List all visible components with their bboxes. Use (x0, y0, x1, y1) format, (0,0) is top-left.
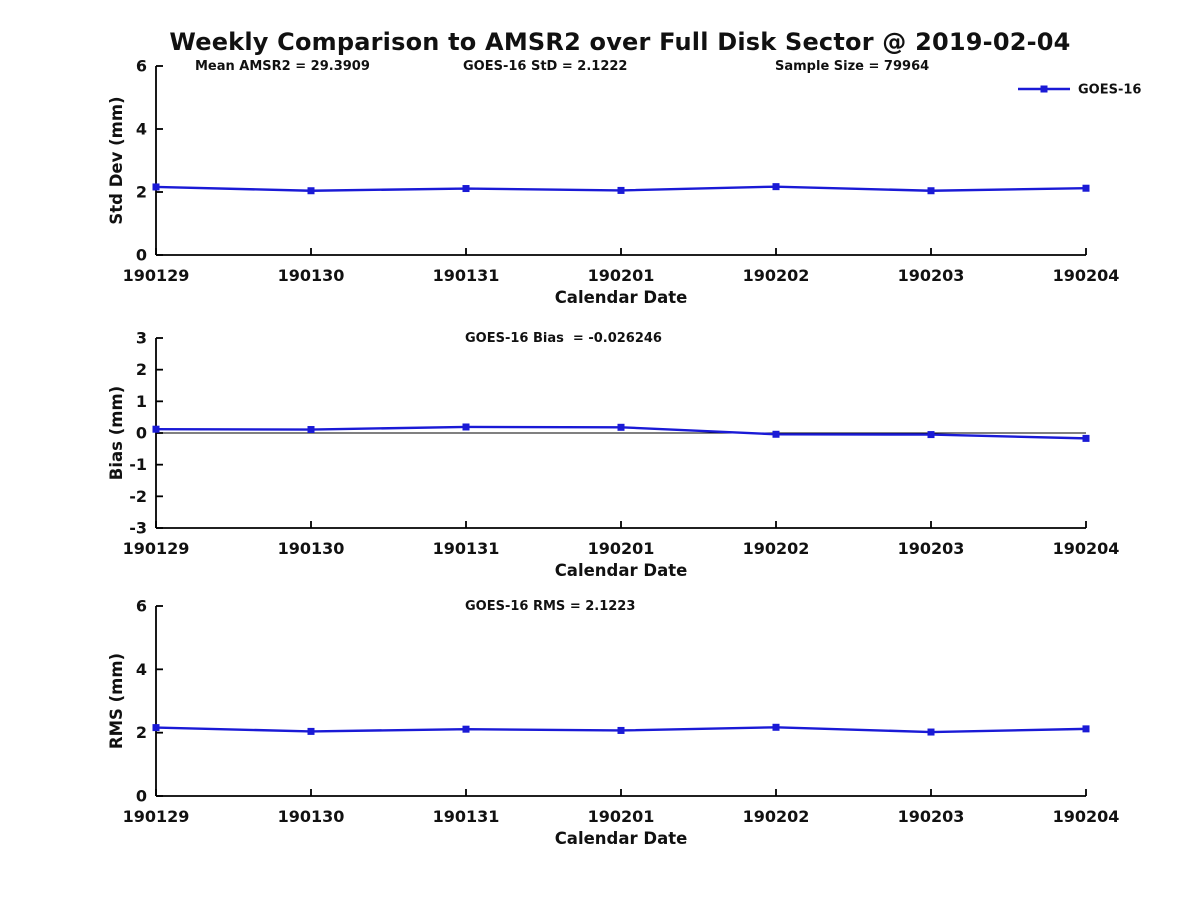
x-tick-label: 190203 (898, 539, 965, 558)
data-marker (927, 187, 935, 195)
data-marker (307, 426, 315, 434)
x-tick-label: 190129 (123, 539, 190, 558)
x-tick-label: 190202 (743, 266, 810, 285)
legend-marker (1040, 85, 1048, 93)
legend-label: GOES-16 (1078, 83, 1141, 98)
y-axis-label: Std Dev (mm) (107, 96, 126, 224)
data-marker (307, 727, 315, 735)
data-marker (1082, 725, 1090, 733)
data-marker (307, 187, 315, 195)
data-marker (617, 726, 625, 734)
x-axis-label: Calendar Date (555, 829, 688, 848)
y-tick-label: 1 (136, 392, 147, 411)
y-tick-label: 6 (136, 597, 147, 616)
x-tick-label: 190203 (898, 807, 965, 826)
data-marker (1082, 184, 1090, 192)
y-tick-label: 0 (136, 787, 147, 806)
data-marker (1082, 434, 1090, 442)
x-tick-label: 190201 (588, 266, 655, 285)
x-tick-label: 190131 (433, 807, 500, 826)
x-axis-label: Calendar Date (555, 288, 688, 307)
y-tick-label: 4 (136, 120, 147, 139)
data-marker (927, 431, 935, 439)
y-tick-label: 2 (136, 723, 147, 742)
chart-title: Weekly Comparison to AMSR2 over Full Dis… (169, 28, 1071, 56)
data-marker (462, 725, 470, 733)
annotation: Mean AMSR2 = 29.3909 (195, 59, 370, 74)
x-tick-label: 190204 (1053, 539, 1120, 558)
data-marker (152, 724, 160, 732)
stddev-subplot: 0 2 4 6 190129 190130 190131 190201 190202 190203… (107, 57, 1141, 308)
rms-subplot: 0 2 4 6 190129 190130 190131 190201 190202 190203… (107, 597, 1119, 849)
x-tick-label: 190202 (743, 807, 810, 826)
y-tick-label: 6 (136, 57, 147, 76)
x-tick-label: 190201 (588, 807, 655, 826)
x-tick-label: 190201 (588, 539, 655, 558)
y-tick-label: 0 (136, 246, 147, 265)
data-marker (617, 423, 625, 431)
x-tick-label: 190131 (433, 539, 500, 558)
x-tick-label: 190130 (278, 807, 345, 826)
x-tick-label: 190204 (1053, 266, 1120, 285)
x-tick-label: 190129 (123, 807, 190, 826)
data-marker (617, 186, 625, 194)
y-tick-label: 4 (136, 660, 147, 679)
x-axis-label: Calendar Date (555, 561, 688, 580)
y-axis-label: RMS (mm) (107, 653, 126, 749)
x-tick-label: 190202 (743, 539, 810, 558)
data-marker (152, 183, 160, 191)
x-tick-label: 190131 (433, 266, 500, 285)
bias-subplot: -3 -2 -1 0 1 2 3 190129 190130 190131 190201 190202… (107, 329, 1119, 581)
x-tick-label: 190204 (1053, 807, 1120, 826)
y-tick-label: -3 (129, 519, 147, 538)
x-tick-label: 190130 (278, 539, 345, 558)
x-tick-label: 190129 (123, 266, 190, 285)
data-marker (927, 728, 935, 736)
annotation: GOES-16 RMS = 2.1223 (465, 599, 635, 614)
annotation: GOES-16 StD = 2.1222 (463, 59, 627, 74)
y-tick-label: 2 (136, 183, 147, 202)
x-tick-label: 190130 (278, 266, 345, 285)
y-tick-label: -1 (129, 455, 147, 474)
data-marker (772, 430, 780, 438)
y-tick-label: -2 (129, 487, 147, 506)
y-tick-label: 2 (136, 360, 147, 379)
data-marker (772, 183, 780, 191)
data-marker (772, 723, 780, 731)
x-tick-label: 190203 (898, 266, 965, 285)
data-marker (152, 425, 160, 433)
annotation: GOES-16 Bias = -0.026246 (465, 331, 662, 346)
annotation: Sample Size = 79964 (775, 59, 929, 74)
y-tick-label: 0 (136, 424, 147, 443)
data-marker (462, 185, 470, 193)
y-axis-label: Bias (mm) (107, 386, 126, 480)
data-marker (462, 423, 470, 431)
y-tick-label: 3 (136, 329, 147, 348)
